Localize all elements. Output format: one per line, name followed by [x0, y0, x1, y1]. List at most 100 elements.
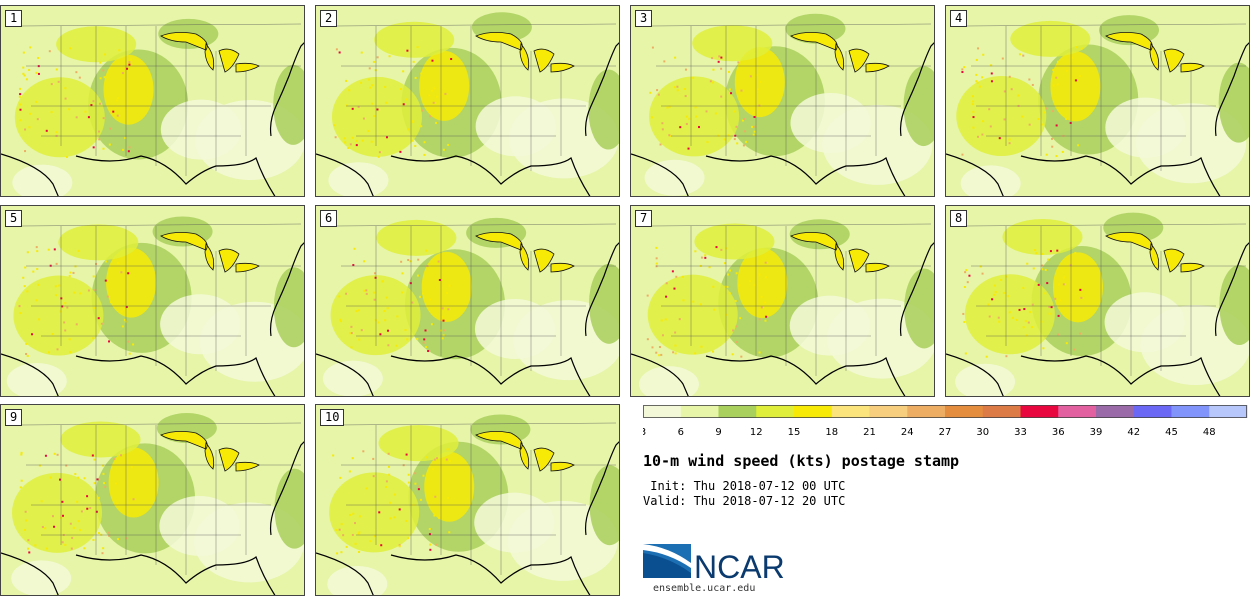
- wind-speckle: [100, 322, 103, 325]
- wind-speckle: [1065, 117, 1068, 120]
- colorbar-swatch: [794, 405, 833, 418]
- wind-speckle: [132, 498, 135, 501]
- wind-speckle: [442, 148, 445, 151]
- wind-speckle: [447, 308, 450, 311]
- wind-speckle: [411, 301, 414, 304]
- wind-field-region: [331, 76, 422, 157]
- wind-speckle: [1074, 79, 1077, 82]
- wind-speckle: [70, 547, 73, 550]
- wind-speckle: [441, 315, 444, 318]
- valid-time: Valid: Thu 2018-07-12 20 UTC: [643, 494, 846, 508]
- wind-speckle: [737, 61, 740, 64]
- wind-speckle: [444, 92, 447, 95]
- wind-speckle: [963, 285, 966, 288]
- wind-speckle: [107, 531, 110, 534]
- wind-speckle: [435, 543, 438, 546]
- wind-speckle: [728, 292, 731, 295]
- wind-speckle: [362, 117, 365, 120]
- wind-speckle: [448, 531, 451, 534]
- wind-speckle: [1031, 303, 1034, 306]
- wind-speckle: [419, 295, 422, 298]
- wind-speckle: [32, 270, 35, 273]
- wind-speckle: [1041, 268, 1044, 271]
- wind-speckle: [1049, 250, 1052, 253]
- wind-speckle: [1071, 56, 1074, 59]
- wind-speckle: [706, 141, 709, 144]
- wind-speckle: [387, 344, 390, 347]
- wind-speckle: [56, 348, 59, 351]
- colorbar-swatch: [1209, 405, 1248, 418]
- wind-speckle: [26, 251, 29, 254]
- wind-speckle: [446, 497, 449, 500]
- wind-speckle: [368, 67, 371, 70]
- great-lakes: [475, 431, 575, 472]
- wind-speckle: [1055, 76, 1058, 79]
- wind-speckle: [27, 547, 30, 550]
- wind-field-region: [649, 76, 740, 157]
- wind-speckle: [975, 73, 978, 76]
- wind-speckle: [69, 522, 72, 525]
- wind-speckle: [412, 60, 415, 63]
- coastline: [316, 441, 619, 595]
- wind-field-region: [790, 92, 871, 153]
- wind-speckle: [24, 150, 27, 153]
- colorbar-tick-label: 42: [1127, 427, 1140, 438]
- wind-speckle: [998, 137, 1001, 140]
- wind-field-region: [1010, 20, 1091, 57]
- wind-speckle: [102, 69, 105, 72]
- wind-speckle: [347, 146, 350, 149]
- wind-speckle: [1051, 137, 1054, 140]
- colorbar-tick-label: 9: [715, 427, 721, 438]
- wind-speckle: [38, 318, 41, 321]
- wind-speckle: [1040, 320, 1043, 323]
- wind-speckle: [98, 138, 101, 141]
- wind-speckle: [438, 278, 441, 281]
- wind-speckle: [433, 514, 436, 517]
- wind-speckle: [447, 143, 450, 146]
- wind-speckle: [374, 69, 377, 72]
- wind-speckle: [120, 271, 123, 274]
- wind-speckle: [365, 292, 368, 295]
- wind-speckle: [64, 97, 67, 100]
- wind-speckle: [734, 134, 737, 137]
- wind-speed-map: [1, 405, 304, 595]
- wind-speckle: [718, 55, 721, 58]
- wind-speed-map: [316, 6, 619, 196]
- wind-speckle: [427, 350, 430, 353]
- wind-speckle: [1008, 142, 1011, 145]
- wind-speckle: [732, 329, 735, 332]
- wind-speckle: [345, 545, 348, 548]
- wind-speckle: [18, 95, 21, 98]
- wind-speckle: [981, 272, 984, 275]
- wind-speed-map: [946, 6, 1249, 196]
- colorbar-tick-label: 12: [750, 427, 763, 438]
- wind-speckle: [712, 68, 715, 71]
- wind-speckle: [726, 285, 729, 288]
- wind-speckle: [55, 131, 58, 134]
- wind-speckle: [711, 81, 714, 84]
- wind-speckle: [414, 76, 417, 79]
- wind-speckle: [646, 338, 649, 341]
- wind-speckle: [425, 346, 428, 349]
- wind-speckle: [442, 334, 445, 337]
- wind-speckle: [994, 291, 997, 294]
- wind-speckle: [28, 551, 31, 554]
- wind-speckle: [80, 510, 83, 513]
- wind-speckle: [74, 473, 77, 476]
- wind-speckle: [997, 316, 1000, 319]
- wind-speckle: [434, 495, 437, 498]
- wind-field-region: [1052, 252, 1103, 323]
- wind-speckle: [351, 533, 354, 536]
- wind-speckle: [985, 355, 988, 358]
- wind-speckle: [127, 272, 130, 275]
- coastline: [631, 242, 934, 396]
- wind-speckle: [423, 153, 426, 156]
- wind-field-region: [474, 298, 555, 359]
- wind-speckle: [350, 325, 353, 328]
- wind-speckle: [116, 502, 119, 505]
- colorbar-tick-label: 39: [1090, 427, 1103, 438]
- wind-speckle: [92, 337, 95, 340]
- wind-speckle: [422, 292, 425, 295]
- colorbar-tick-label: 21: [863, 427, 876, 438]
- wind-field-region: [638, 366, 699, 396]
